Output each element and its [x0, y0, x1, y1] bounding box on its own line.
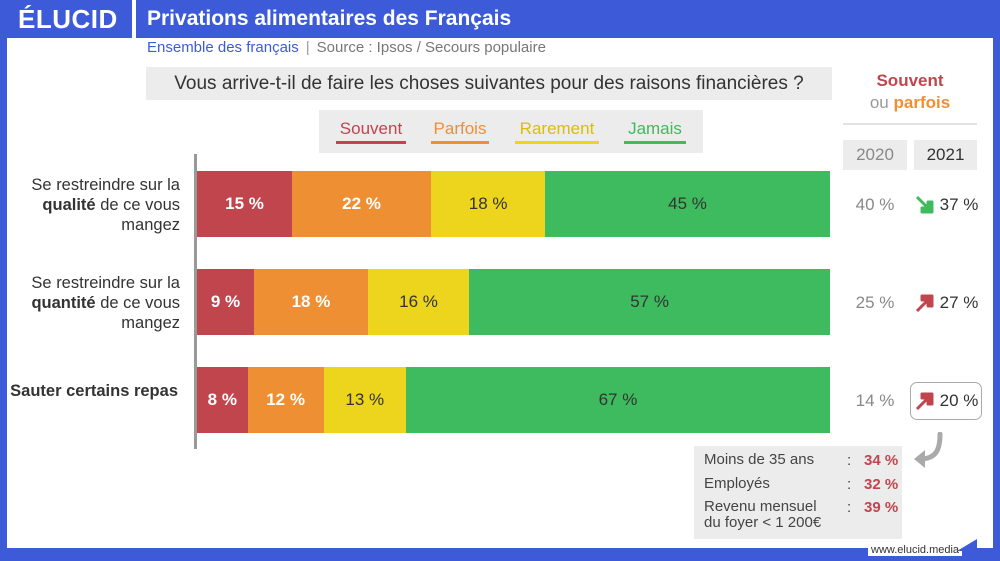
value-2021-text-2: 27 %	[939, 293, 979, 312]
heading-ou: ou	[869, 93, 889, 112]
detail-value-3: 39 %	[864, 499, 899, 516]
heading-parfois: parfois	[893, 93, 951, 112]
header-bar: ÉLUCID Privations alimentaires des Franç…	[0, 0, 1000, 38]
heading-souvent: Souvent	[876, 71, 944, 90]
category-label-3: Sauter certains repas	[0, 381, 178, 401]
trend-up-icon	[915, 392, 934, 411]
value-2021-row-1: 37 %	[910, 194, 982, 216]
souvent-ou-parfois-heading: Souvent ou parfois	[843, 70, 977, 125]
value-2020-row-2: 25 %	[855, 293, 895, 312]
legend-label-souvent: Souvent	[339, 119, 403, 138]
legend-item-parfois: Parfois	[431, 119, 489, 144]
category-1-text-bold: qualité	[42, 196, 96, 214]
category-label-2: Se restreindre sur la quantité de ce vou…	[0, 273, 180, 333]
legend-item-jamais: Jamais	[624, 119, 686, 144]
value-2020-row-1: 40 %	[855, 195, 895, 214]
detail-colon-1: :	[847, 452, 852, 469]
trend-down-icon	[915, 195, 934, 214]
category-label-1: Se restreindre sur la qualité de ce vous…	[0, 175, 180, 235]
year-header-2020: 2020	[843, 140, 907, 170]
detail-breakdown-box: Moins de 35 ans : 34 % Employés : 32 % R…	[694, 446, 902, 539]
chart-legend: Souvent Parfois Rarement Jamais	[319, 110, 703, 153]
legend-swatch-jamais	[624, 141, 686, 144]
value-2021-row-3: 20 %	[910, 382, 982, 420]
value-2021-text-1: 37 %	[939, 195, 979, 214]
category-1-text-a: Se restreindre sur la	[31, 176, 180, 194]
legend-swatch-parfois	[431, 141, 489, 144]
category-axis	[194, 154, 197, 449]
page-title: Privations alimentaires des Français	[147, 7, 512, 30]
detail-value-1: 34 %	[864, 452, 899, 469]
subtitle-separator: |	[305, 39, 310, 56]
value-2021-row-2: 27 %	[910, 292, 982, 314]
legend-item-rarement: Rarement	[515, 119, 599, 144]
category-1-text-b: de ce vous mangez	[95, 196, 180, 234]
curved-arrow-icon	[914, 432, 943, 468]
category-2-text-a: Se restreindre sur la	[31, 274, 180, 292]
chart-title: Vous arrive-t-il de faire les choses sui…	[146, 67, 832, 100]
footer-bar	[0, 548, 1000, 561]
category-2-text-bold: quantité	[31, 294, 96, 312]
brand-logo[interactable]: ÉLUCID	[18, 4, 118, 34]
legend-label-rarement: Rarement	[519, 119, 595, 138]
legend-label-parfois: Parfois	[433, 119, 487, 138]
year-header-2021: 2021	[914, 140, 977, 170]
value-2021-text-3: 20 %	[939, 391, 979, 410]
detail-colon-3: :	[847, 499, 852, 516]
legend-swatch-souvent	[336, 141, 406, 144]
category-3-text-bold: Sauter certains repas	[10, 382, 178, 400]
value-2020-row-3: 14 %	[855, 391, 895, 410]
detail-label-2: Employés	[704, 475, 770, 492]
detail-colon-2: :	[847, 476, 852, 493]
footer-url[interactable]: www.elucid.media	[868, 544, 963, 556]
trend-up-icon	[915, 294, 934, 313]
detail-label-3: Revenu mensuel du foyer < 1 200€	[704, 498, 822, 531]
detail-value-2: 32 %	[864, 476, 899, 493]
header-divider	[132, 0, 136, 38]
scope-label: Ensemble des français	[147, 39, 299, 56]
detail-label-1: Moins de 35 ans	[704, 451, 815, 468]
legend-swatch-rarement	[515, 141, 599, 144]
subtitle: Ensemble des français | Source : Ipsos / S…	[147, 39, 546, 56]
source-label: Source : Ipsos / Secours populaire	[316, 39, 546, 56]
legend-item-souvent: Souvent	[336, 119, 406, 144]
category-2-text-b: de ce vous mangez	[95, 294, 180, 332]
brand-corner-icon	[957, 539, 977, 551]
legend-label-jamais: Jamais	[628, 119, 682, 138]
